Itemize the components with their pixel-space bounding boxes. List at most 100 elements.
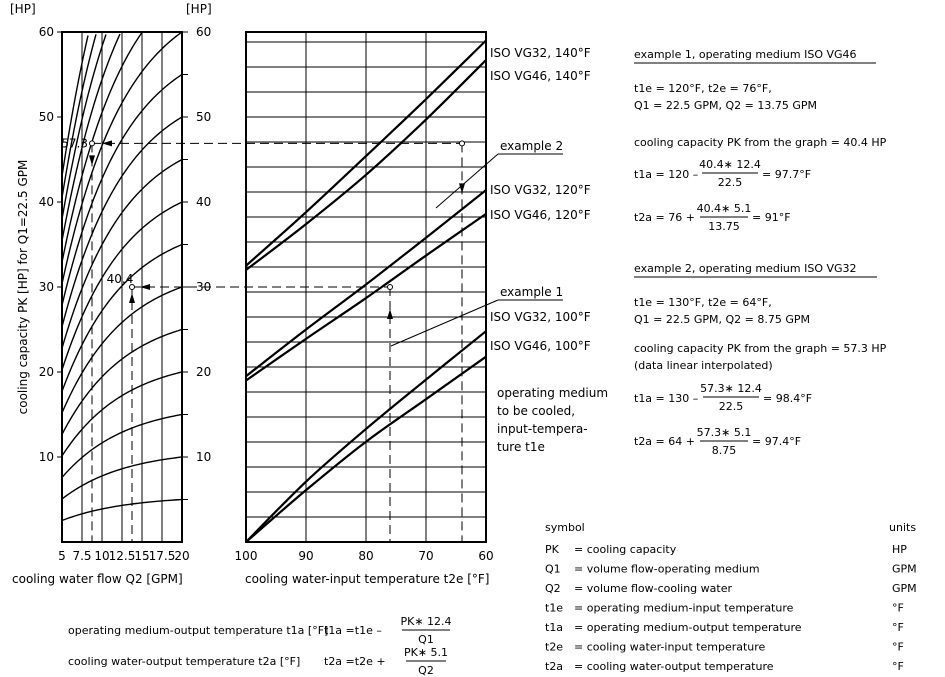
- capacity-curve: [61, 31, 183, 284]
- legend-description: = cooling water-output temperature: [574, 660, 774, 673]
- left-x-tick-label: 7.5: [72, 549, 91, 563]
- legend-rows: PK = cooling capacity HP Q1 = volume flow-op…: [545, 543, 917, 673]
- left-x-tick-label: 10: [94, 549, 109, 563]
- right-scale-tick-label: 60: [196, 25, 211, 39]
- legend-symbol-header: symbol: [545, 521, 585, 534]
- example-1-arrow-left: [140, 284, 150, 290]
- series-label: ISO VG32, 140°F: [490, 46, 591, 60]
- capacity-curve: [61, 33, 121, 241]
- example-1-t1a-num: 40.4∗ 12.4: [699, 158, 761, 171]
- legend-symbol: t2a: [545, 660, 563, 673]
- right-x-tick-label: 80: [358, 549, 373, 563]
- legend-description: = volume flow-operating medium: [574, 563, 760, 576]
- example-1-t2a-lhs: t2a = 76 +: [634, 211, 695, 224]
- legend-description: = operating medium-input temperature: [574, 602, 794, 615]
- left-y-tick-label: 40: [39, 195, 54, 209]
- right-x-tick-label: 90: [298, 549, 313, 563]
- series-label: ISO VG46, 100°F: [490, 339, 591, 353]
- example-2-t1a-lhs: t1a = 130 –: [634, 392, 698, 405]
- right-scale-tick-label: 20: [196, 365, 211, 379]
- annotation-medium-3: input-tempera-: [497, 422, 588, 436]
- example-1-t2a-result: = 91°F: [752, 211, 791, 224]
- legend-unit: GPM: [892, 563, 917, 576]
- example-2-t1a-den: 22.5: [719, 400, 744, 413]
- legend-symbol: Q2: [545, 582, 561, 595]
- example-2-block: example 2, operating medium ISO VG32 t1e…: [634, 262, 887, 457]
- capacity-curve: [61, 34, 97, 198]
- capacity-curve: [61, 116, 183, 327]
- capacity-curve: [61, 456, 183, 500]
- example-1-right-point: [387, 284, 393, 290]
- example-guide-lines: 57.3 40.4: [61, 136, 465, 542]
- example-2-t1a-num: 57.3∗ 12.4: [700, 382, 762, 395]
- series-line: [245, 330, 487, 543]
- example-2-line-1: t1e = 130°F, t2e = 64°F,: [634, 296, 772, 309]
- left-y-tick-label: 50: [39, 110, 54, 124]
- capacity-curve: [61, 35, 89, 177]
- capacity-curve: [61, 32, 143, 263]
- example-1-line-2: Q1 = 22.5 GPM, Q2 = 13.75 GPM: [634, 99, 817, 112]
- annotation-medium-1: operating medium: [497, 386, 608, 400]
- right-x-tick-label: 60: [478, 549, 493, 563]
- left-x-tick-label: 15: [134, 549, 149, 563]
- legend-description: = cooling capacity: [574, 543, 677, 556]
- example-2-heading: example 2, operating medium ISO VG32: [634, 262, 857, 275]
- example-1-t1a-den: 22.5: [718, 176, 743, 189]
- example-1-line-3: cooling capacity PK from the graph = 40.…: [634, 136, 887, 149]
- legend-description: = volume flow-cooling water: [574, 582, 732, 595]
- left-x-tick-label: 17.5: [149, 549, 176, 563]
- example-2-arrow-down: [89, 155, 95, 166]
- legend-description: = operating medium-output temperature: [574, 621, 802, 634]
- example-2-line-2: Q1 = 22.5 GPM, Q2 = 8.75 GPM: [634, 313, 810, 326]
- formula-t1a-lhs: t1a =t1e –: [324, 624, 382, 637]
- series-label: ISO VG32, 100°F: [490, 310, 591, 324]
- capacity-curve: [61, 371, 183, 457]
- series-labels: ISO VG32, 140°F ISO VG46, 140°F ISO VG32, …: [490, 46, 591, 353]
- annotation-example-2-leader: [435, 153, 499, 209]
- example-2-arrow-up: [459, 183, 465, 194]
- series-label: ISO VG46, 140°F: [490, 69, 591, 83]
- annotations: example 2 example 1 operating medium to …: [390, 139, 608, 454]
- right-chart-series: [245, 39, 487, 543]
- formula-t2a-denominator: Q2: [418, 664, 434, 677]
- series-line: [245, 59, 487, 271]
- series-label: ISO VG32, 120°F: [490, 183, 591, 197]
- capacity-curve: [61, 243, 183, 392]
- formulas: operating medium-output temperature t1a …: [68, 615, 452, 677]
- right-x-axis-label: cooling water-input temperature t2e [°F]: [245, 572, 489, 586]
- example-1-heading: example 1, operating medium ISO VG46: [634, 48, 857, 61]
- formula-t2a-label: cooling water-output temperature t2a [°F…: [68, 655, 300, 668]
- legend-symbol: Q1: [545, 563, 561, 576]
- right-scale-tick-label: 40: [196, 195, 211, 209]
- left-x-axis-label: cooling water flow Q2 [GPM]: [12, 572, 183, 586]
- formula-t1a-label: operating medium-output temperature t1a …: [68, 624, 328, 637]
- right-scale-ticks: 1020304050607080: [182, 25, 211, 500]
- left-x-tick-label: 5: [58, 549, 66, 563]
- series-line: [245, 39, 487, 267]
- formula-t1a-denominator: Q1: [418, 633, 434, 646]
- series-line: [245, 355, 487, 543]
- left-chart-curves: [61, 31, 183, 522]
- series-label: ISO VG46, 120°F: [490, 208, 591, 222]
- legend-unit: °F: [892, 641, 904, 654]
- right-chart: 100 90 80 70 60 cooling water-input temperat…: [235, 31, 494, 586]
- capacity-curve: [61, 328, 183, 435]
- example-2-t2a-den: 8.75: [712, 444, 737, 457]
- legend-unit: GPM: [892, 582, 917, 595]
- annotation-example-1-leader: [390, 299, 499, 347]
- example-1-t2a-den: 13.75: [708, 220, 740, 233]
- left-x-tick-label: 12.5: [109, 549, 136, 563]
- right-x-tick-label: 70: [418, 549, 433, 563]
- example-1-line-1: t1e = 120°F, t2e = 76°F,: [634, 82, 772, 95]
- capacity-curve: [61, 34, 107, 220]
- left-unit-label: [HP]: [10, 2, 36, 16]
- annotation-example-2: example 2: [500, 139, 563, 153]
- example-1-t1a-result: = 97.7°F: [762, 168, 811, 181]
- example-2-line-3: cooling capacity PK from the graph = 57.…: [634, 342, 887, 355]
- example-2-t2a-num: 57.3∗ 5.1: [697, 426, 752, 439]
- marker-label-40-4: 40.4: [107, 272, 134, 286]
- legend-unit: °F: [892, 621, 904, 634]
- legend-unit: HP: [892, 543, 907, 556]
- example-1-t1a-lhs: t1a = 120 –: [634, 168, 698, 181]
